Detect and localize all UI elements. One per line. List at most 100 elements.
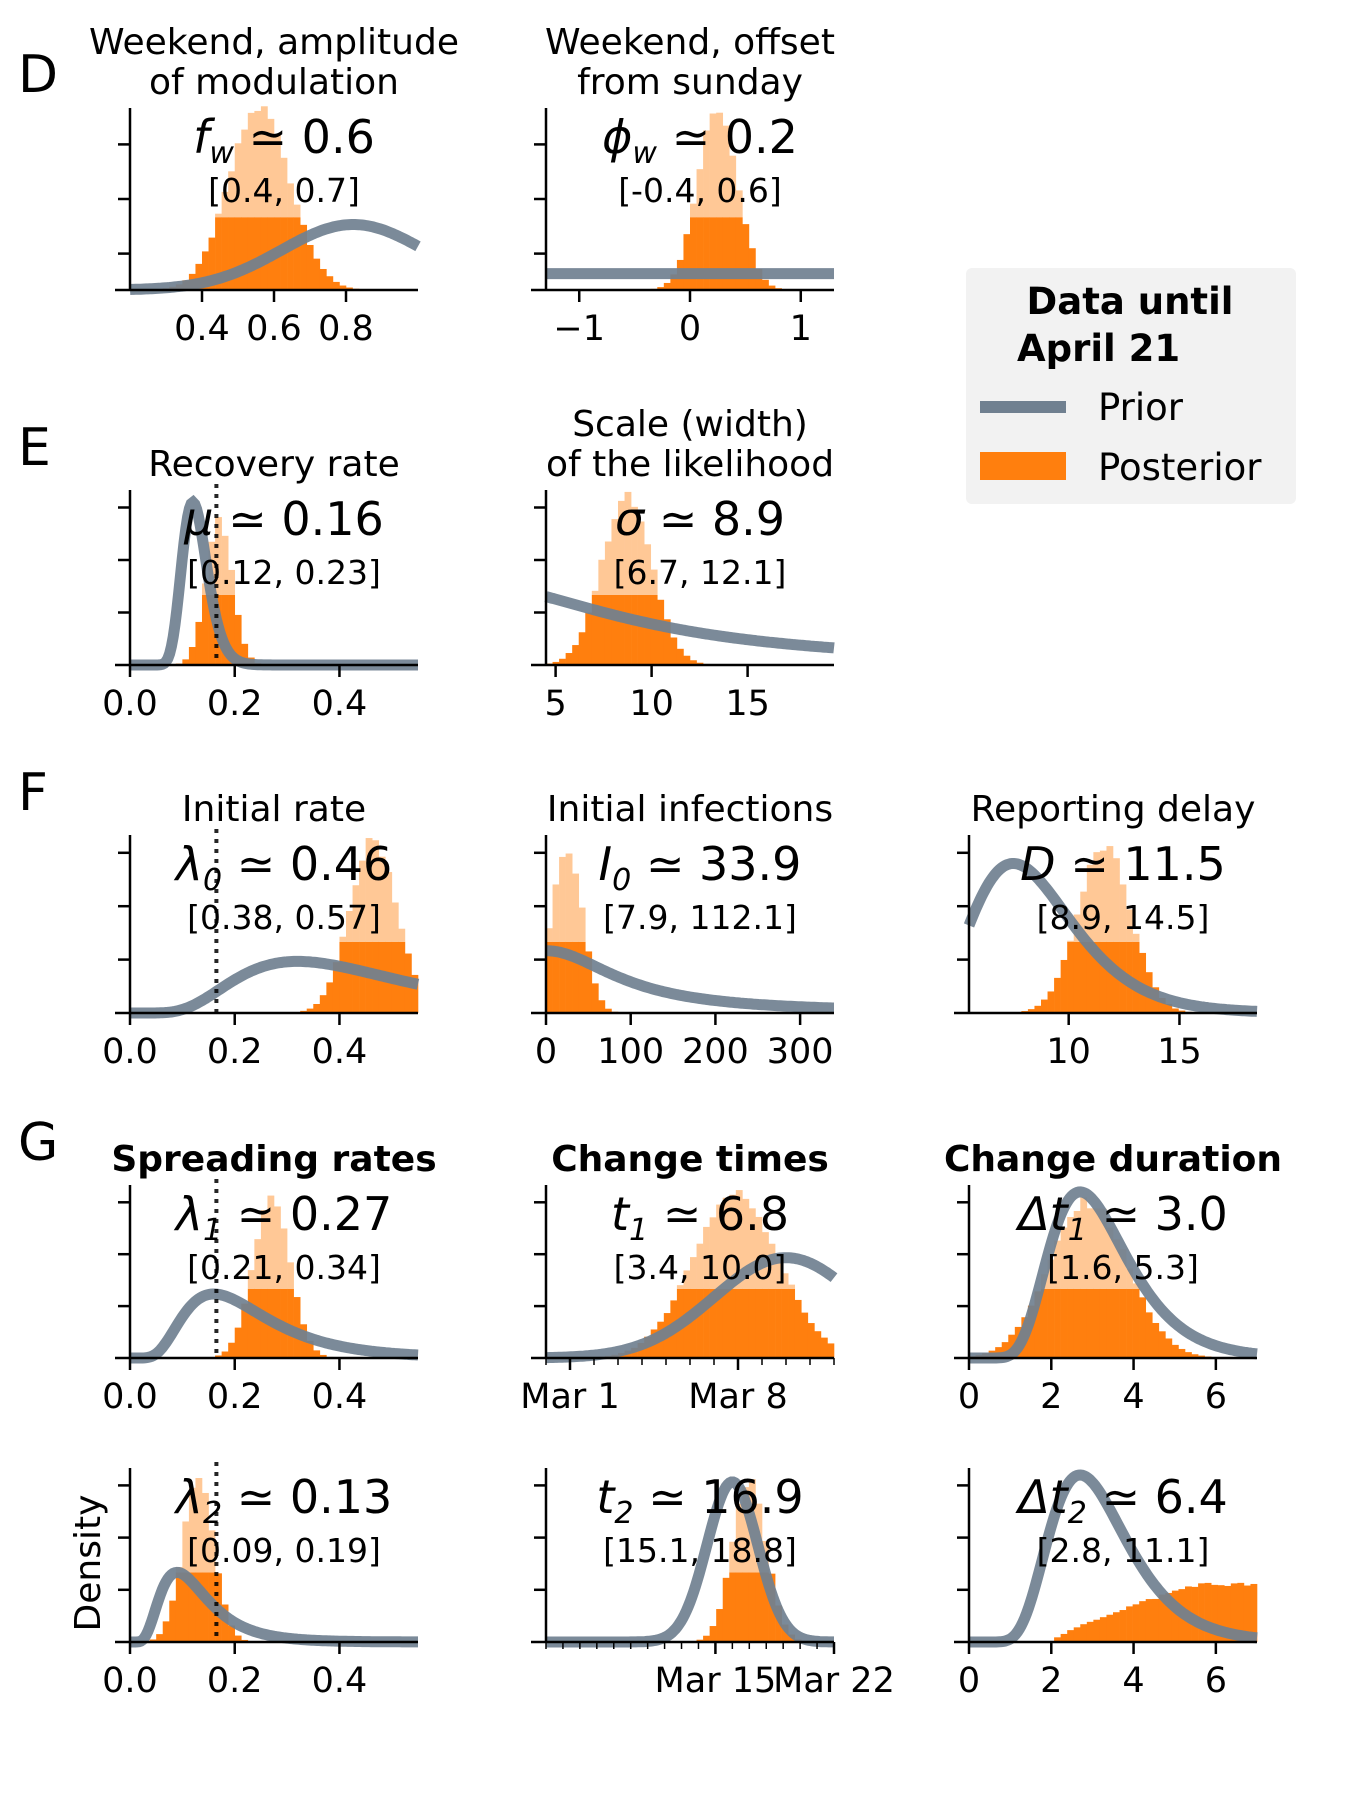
posterior-bar — [1106, 1614, 1114, 1642]
posterior-bar-upper — [644, 544, 652, 595]
posterior-bar — [195, 1572, 203, 1642]
posterior-bar — [807, 1323, 815, 1358]
posterior-bar — [306, 244, 314, 290]
posterior-bar-upper — [703, 130, 710, 218]
x-tick-label: 15 — [725, 684, 770, 724]
x-tick-label: 5 — [544, 684, 566, 724]
x-tick-label: 0.8 — [318, 309, 374, 349]
x-tick-label: 2 — [1040, 1377, 1062, 1417]
median-annotation: σ ≃ 8.9 — [615, 492, 785, 546]
panel-sigma: Scale (width)of the likelihood 5 10 15 σ ≃ 8… — [531, 404, 835, 724]
credible-interval: [6.7, 12.1] — [614, 553, 787, 592]
posterior-bar — [690, 1288, 697, 1358]
posterior-bar-upper — [260, 1210, 268, 1289]
posterior-bar — [1158, 997, 1166, 1013]
posterior-bar-upper — [260, 106, 268, 218]
posterior-bar-upper — [1086, 1208, 1094, 1289]
posterior-bar-upper — [247, 1270, 255, 1289]
x-tick-label: Mar 8 — [688, 1377, 787, 1417]
posterior-bar — [1139, 1297, 1147, 1358]
posterior-bar — [1073, 1627, 1081, 1642]
posterior-bar — [228, 1625, 236, 1642]
posterior-bar — [195, 263, 203, 290]
posterior-bar — [221, 595, 229, 665]
legend-title-line1: Data until — [1027, 280, 1234, 323]
posterior-bar-upper — [1113, 1239, 1120, 1289]
posterior-bar — [319, 995, 327, 1013]
posterior-bar-upper — [293, 204, 301, 218]
posterior-bar — [755, 268, 763, 290]
posterior-bar — [637, 595, 645, 665]
legend-posterior-label: Posterior — [1098, 446, 1262, 489]
posterior-bar — [618, 595, 625, 665]
posterior-bar — [1126, 1288, 1133, 1358]
posterior-bar — [1067, 1288, 1075, 1358]
posterior-bar-upper — [1099, 1208, 1107, 1289]
posterior-bar-upper — [202, 1492, 209, 1573]
x-tick-label: 0.2 — [207, 684, 263, 724]
posterior-bar-upper — [195, 1478, 203, 1573]
posterior-bar — [1034, 1005, 1042, 1013]
x-tick-label: 4 — [1122, 1661, 1144, 1701]
posterior-bar-upper — [729, 1194, 737, 1289]
posterior-bar — [1060, 959, 1068, 1013]
posterior-bar — [1139, 952, 1147, 1013]
posterior-bar — [1132, 1604, 1140, 1642]
posterior-bar — [346, 941, 353, 1013]
posterior-bar-upper — [274, 133, 281, 218]
posterior-bar-upper — [1113, 858, 1120, 942]
x-tick-label: 2 — [1040, 1661, 1062, 1701]
posterior-bar — [729, 217, 737, 290]
posterior-bar — [631, 595, 638, 665]
posterior-bar-upper — [1119, 884, 1127, 942]
posterior-bar-upper — [1080, 1197, 1088, 1289]
posterior-bar — [1086, 1288, 1094, 1358]
prior-curve — [130, 955, 420, 1019]
y-axis-label: Density — [68, 1495, 109, 1632]
posterior-bar — [1250, 1583, 1258, 1642]
posterior-bar — [1145, 1312, 1153, 1358]
panel-dt2: 0 2 4 6 Δt2 ≃ 6.4[2.8, 11.1] — [954, 1468, 1258, 1701]
posterior-bar — [1113, 1612, 1120, 1642]
x-tick-label: 15 — [1157, 1032, 1202, 1072]
posterior-bar-upper — [1080, 891, 1088, 942]
x-tick-label: 10 — [629, 684, 674, 724]
x-tick-label: 0.0 — [102, 1661, 158, 1701]
median-annotation: λ1 ≃ 0.27 — [173, 1187, 393, 1248]
posterior-bar — [1113, 1288, 1120, 1358]
posterior-bar — [247, 217, 255, 290]
posterior-bar — [228, 217, 236, 290]
posterior-bar-upper — [716, 112, 724, 218]
posterior-bar — [624, 595, 632, 665]
posterior-bar — [1060, 1633, 1068, 1642]
posterior-bar — [332, 281, 340, 290]
posterior-bar — [1047, 1288, 1055, 1358]
posterior-bar-upper — [578, 907, 586, 942]
posterior-bar-upper — [241, 129, 249, 218]
posterior-histogram — [546, 853, 619, 1013]
posterior-bar-upper — [391, 902, 399, 942]
posterior-bar — [716, 1609, 724, 1642]
posterior-bar-upper — [215, 517, 222, 595]
posterior-bar — [683, 234, 691, 290]
x-tick-label: Mar 22 — [773, 1661, 895, 1701]
posterior-bar-upper — [709, 113, 717, 218]
posterior-bar-upper — [1126, 1268, 1133, 1289]
posterior-bar — [1067, 941, 1075, 1013]
posterior-bar-upper — [254, 110, 262, 218]
prior-curve — [544, 591, 835, 654]
posterior-bar-upper — [572, 873, 580, 942]
posterior-bar — [546, 941, 553, 1013]
posterior-bar — [202, 1572, 209, 1642]
x-tick-label: 0 — [679, 309, 701, 349]
legend-prior-label: Prior — [1098, 386, 1184, 429]
panel-title: of the likelihood — [546, 444, 834, 485]
median-annotation: Δt1 ≃ 3.0 — [1015, 1187, 1228, 1248]
posterior-bar-upper — [742, 1198, 750, 1289]
posterior-bar — [1047, 991, 1055, 1013]
posterior-bar — [306, 1340, 314, 1358]
posterior-bar — [1158, 1331, 1166, 1358]
posterior-bar — [565, 653, 573, 665]
posterior-bar-upper — [755, 1216, 763, 1289]
